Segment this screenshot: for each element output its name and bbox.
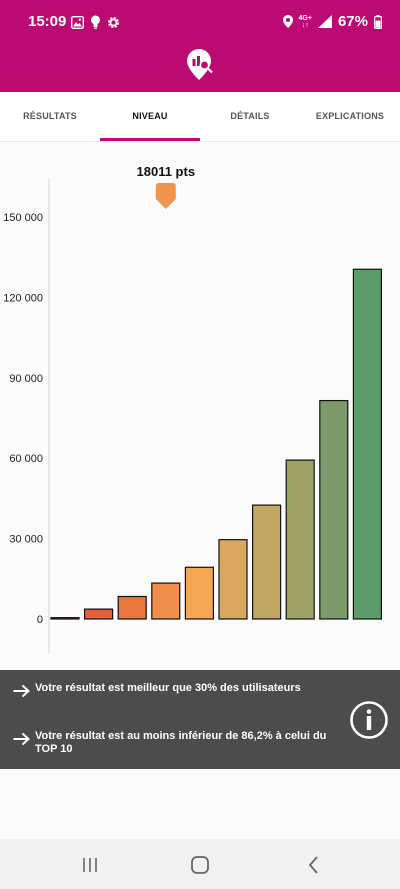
info-panel: Votre résultat est meilleur que 30% des …: [0, 670, 400, 769]
info-row-percentile: Votre résultat est meilleur que 30% des …: [8, 682, 343, 698]
gear-icon: [107, 16, 120, 28]
back-icon[interactable]: [302, 853, 326, 877]
battery-icon: [374, 14, 382, 29]
bar-chart: 0 30 000 60 000 90 000 120 000 150 000 18011 …: [3, 164, 382, 653]
tab-resultats[interactable]: RÉSULTATS: [23, 111, 77, 121]
y-tick-label: 120 000: [3, 292, 43, 304]
tab-explications[interactable]: EXPLICATIONS: [315, 111, 385, 121]
network-type: 4G+ ↓↑: [298, 14, 312, 29]
app-logo-icon: [187, 49, 213, 80]
chart-bar: [285, 459, 315, 620]
info-text-percentile: Votre résultat est meilleur que 30% des …: [35, 682, 301, 694]
score-label: 18011 pts: [137, 164, 196, 179]
tab-niveau[interactable]: NIVEAU: [132, 111, 168, 121]
image-icon: [71, 15, 84, 29]
chart-bar: [117, 595, 147, 620]
info-icon[interactable]: [349, 700, 389, 740]
signal-icon: [317, 15, 332, 28]
chart-bar: [83, 608, 114, 620]
arrow-right-icon: [13, 684, 30, 698]
y-tick-label: 30 000: [9, 534, 43, 546]
arrow-right-icon: [13, 732, 30, 746]
info-text-top10: Votre résultat est au moins inférieur de…: [35, 730, 327, 755]
tab-details[interactable]: DÉTAILS: [230, 111, 270, 121]
system-nav-bar: [0, 839, 400, 889]
chart-bar: [319, 399, 349, 620]
level-chart: 0 30 000 60 000 90 000 120 000 150 000 18011 …: [0, 143, 400, 670]
recent-apps-icon[interactable]: [78, 853, 102, 877]
chart-bar: [252, 504, 282, 620]
active-tab-indicator: [100, 138, 200, 141]
y-tick-label: 60 000: [9, 453, 43, 465]
chart-bar: [184, 566, 214, 620]
status-time: 15:09: [28, 13, 67, 30]
app-bar: [0, 44, 400, 92]
score-marker-icon: [155, 183, 176, 209]
chart-bar: [151, 582, 181, 620]
lightbulb-icon: [91, 15, 100, 29]
chart-bar: [352, 268, 382, 620]
status-right: 4G+ ↓↑ 67%: [282, 13, 382, 30]
location-icon: [282, 15, 293, 28]
chart-bar: [50, 617, 80, 620]
home-icon[interactable]: [188, 853, 212, 877]
status-left-icons: [71, 15, 120, 29]
battery-percent: 67%: [337, 13, 368, 30]
y-tick-label: 0: [37, 614, 43, 626]
chart-bar: [218, 539, 248, 620]
y-tick-label: 90 000: [9, 373, 43, 385]
info-row-top10: Votre résultat est au moins inférieur de…: [8, 730, 343, 756]
y-tick-label: 150 000: [3, 212, 43, 224]
tab-bar: RÉSULTATS NIVEAU DÉTAILS EXPLICATIONS: [0, 92, 400, 142]
status-bar: 15:09 4G+ ↓↑ 67%: [0, 0, 400, 44]
